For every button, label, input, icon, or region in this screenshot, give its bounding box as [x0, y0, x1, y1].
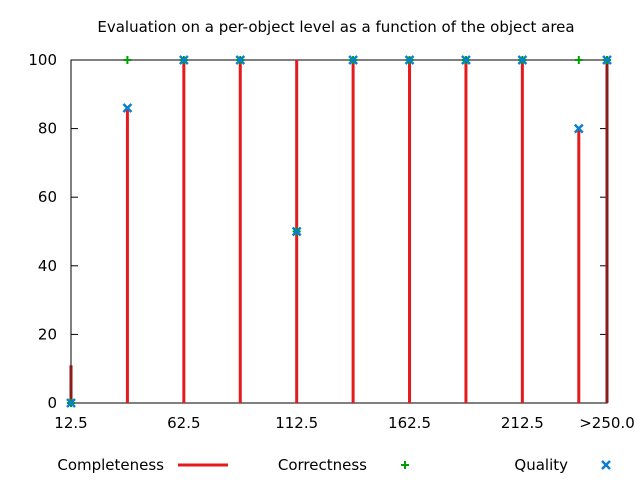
legend-swatch-quality [601, 460, 611, 470]
correctness-point [123, 56, 132, 64]
x-axis: 12.5 62.5 112.5 162.5 212.5 >250.0 [54, 60, 635, 432]
correctness-point [574, 56, 583, 64]
x-tick-label: 212.5 [501, 414, 544, 432]
quality-point-b [122, 103, 133, 113]
legend-label-quality: Quality [514, 456, 568, 474]
quality-point-b [291, 226, 302, 237]
legend-swatch-correctness [401, 461, 409, 469]
x-tick-label: 62.5 [167, 414, 200, 432]
quality-point-b [404, 55, 415, 65]
quality-point [573, 123, 584, 134]
plot-frame [70, 59, 608, 404]
legend-label-completeness: Completeness [57, 456, 164, 474]
quality-point [178, 55, 189, 65]
quality-point-b [348, 55, 358, 65]
quality-point [122, 103, 133, 113]
chart-title: Evaluation on a per-object level as a fu… [97, 18, 574, 36]
quality-point-b [517, 55, 528, 65]
quality-point [235, 55, 246, 65]
quality-point-b [573, 123, 584, 134]
x-tick-label: 162.5 [388, 414, 431, 432]
y-tick-label: 80 [38, 120, 57, 138]
y-tick-label: 60 [38, 188, 57, 206]
quality-point [66, 398, 76, 408]
series-layer [66, 55, 612, 408]
quality-point [517, 55, 528, 65]
y-tick-label: 40 [38, 257, 57, 275]
quality-point-b [235, 55, 246, 65]
quality-point [404, 55, 415, 65]
quality-point [348, 55, 358, 65]
quality-point-b [602, 55, 612, 65]
quality-point [461, 55, 471, 65]
quality-point-b [178, 55, 189, 65]
y-tick-label: 100 [28, 51, 57, 69]
x-tick-label: >250.0 [579, 414, 635, 432]
legend: Completeness Correctness Quality [57, 456, 611, 474]
quality-point [602, 55, 612, 65]
y-tick-label: 20 [38, 325, 57, 343]
y-tick-label: 0 [47, 394, 57, 412]
quality-point-b [461, 55, 471, 65]
x-tick-label: 112.5 [275, 414, 318, 432]
quality-point [291, 226, 302, 237]
y-axis: 0 20 40 60 80 100 [28, 51, 607, 412]
quality-point-b [66, 398, 76, 408]
x-tick-label: 12.5 [54, 414, 87, 432]
legend-label-correctness: Correctness [278, 456, 367, 474]
